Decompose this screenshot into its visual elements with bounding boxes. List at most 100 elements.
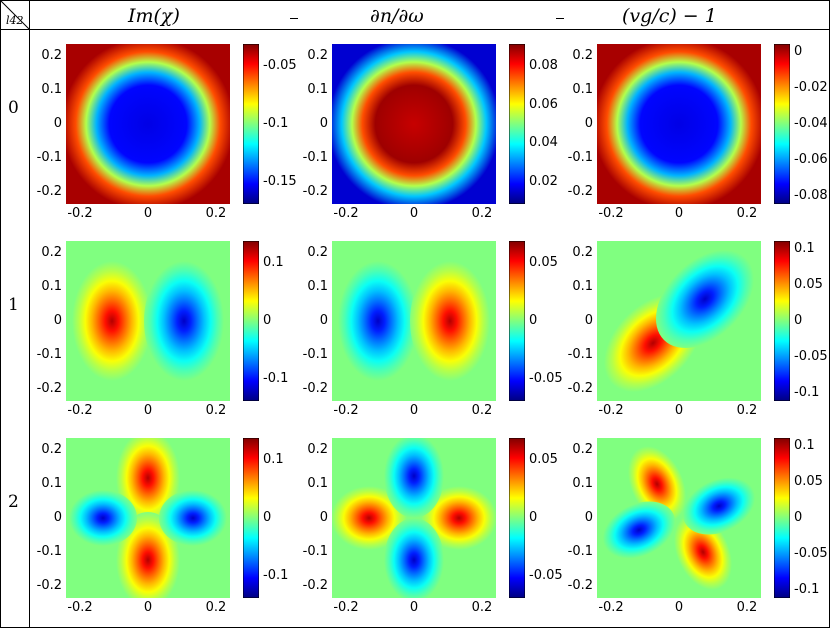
colorbar-tick-label: -0.05 bbox=[263, 58, 297, 73]
row-label-2: 2 bbox=[8, 492, 19, 512]
x-tick-label: -0.2 bbox=[333, 403, 359, 418]
column-title-vg-c: (vg/c) − 1 bbox=[622, 5, 717, 27]
x-tick-label: -0.2 bbox=[67, 600, 93, 615]
y-tick-label: -0.2 bbox=[302, 184, 328, 199]
x-tick-label: 0.2 bbox=[471, 403, 493, 418]
y-tick-label: 0 bbox=[584, 510, 593, 525]
colorbar-tick-label: 0.1 bbox=[794, 438, 815, 453]
colorbar-r0-c0 bbox=[243, 44, 259, 204]
column-dash bbox=[556, 18, 564, 19]
y-tick-label: 0.1 bbox=[572, 82, 593, 97]
y-tick-label: -0.2 bbox=[567, 381, 593, 396]
colorbar-tick-label: 0 bbox=[794, 313, 803, 328]
x-tick-label: 0.2 bbox=[205, 403, 227, 418]
heatmap-r0-c0 bbox=[66, 44, 230, 204]
colorbar-tick-label: -0.04 bbox=[794, 116, 828, 131]
colorbar-tick-label: 0.1 bbox=[263, 452, 284, 467]
heatmap-r1-c1 bbox=[332, 241, 496, 401]
y-tick-label: 0.1 bbox=[307, 82, 328, 97]
colorbar-tick-label: 0 bbox=[794, 510, 803, 525]
colorbar-tick-label: 0.04 bbox=[529, 135, 558, 151]
x-tick-label: 0 bbox=[409, 403, 419, 418]
colorbar-tick-label: -0.05 bbox=[794, 546, 828, 561]
colorbar-tick-label: 0.1 bbox=[263, 255, 284, 270]
corner-label: l42 bbox=[6, 14, 24, 27]
negative-lobe bbox=[384, 438, 444, 518]
y-tick-label: 0 bbox=[53, 116, 62, 131]
x-tick-label: -0.2 bbox=[67, 403, 93, 418]
x-tick-label: 0.2 bbox=[736, 600, 758, 615]
positive-lobe bbox=[72, 261, 152, 381]
colorbar-r0-c2 bbox=[774, 44, 790, 204]
y-tick-label: 0.2 bbox=[41, 48, 62, 63]
colorbar-tick-label: 0.1 bbox=[794, 241, 815, 256]
y-tick-label: -0.1 bbox=[302, 544, 328, 559]
colorbar-gradient bbox=[774, 44, 790, 204]
y-tick-label: -0.1 bbox=[567, 544, 593, 559]
colorbar-tick-label: 0.05 bbox=[794, 277, 823, 292]
heatmap-r1-c0 bbox=[66, 241, 230, 401]
colorbar-tick-label: -0.1 bbox=[263, 116, 289, 131]
colorbar-gradient bbox=[509, 44, 525, 204]
colorbar-gradient bbox=[509, 438, 525, 598]
colorbar-tick-label: -0.05 bbox=[529, 371, 563, 386]
colorbar-tick-label: 0 bbox=[529, 313, 538, 328]
row-label-divider bbox=[29, 0, 30, 628]
column-title-im-chi: Im(χ) bbox=[128, 5, 180, 27]
x-tick-label: -0.2 bbox=[598, 600, 624, 615]
colorbar-tick-label: -0.08 bbox=[794, 188, 828, 203]
y-tick-label: 0.1 bbox=[307, 279, 328, 294]
colorbar-tick-label: 0 bbox=[263, 313, 272, 328]
ring-mark bbox=[332, 44, 496, 204]
colorbar-tick-label: -0.06 bbox=[794, 152, 828, 167]
y-tick-label: 0.2 bbox=[572, 245, 593, 260]
y-tick-label: -0.2 bbox=[567, 578, 593, 593]
x-tick-label: 0 bbox=[674, 600, 684, 615]
x-tick-label: 0.2 bbox=[205, 206, 227, 221]
y-tick-label: 0.1 bbox=[307, 476, 328, 491]
positive-lobe bbox=[421, 486, 496, 550]
x-tick-label: 0 bbox=[409, 600, 419, 615]
row-label-0: 0 bbox=[8, 98, 19, 118]
x-tick-label: 0 bbox=[674, 206, 684, 221]
colorbar-tick-label: -0.1 bbox=[794, 385, 820, 400]
colorbar-tick-label: -0.05 bbox=[794, 349, 828, 364]
heatmap-r2-c0 bbox=[66, 438, 230, 598]
y-tick-label: 0.1 bbox=[41, 279, 62, 294]
y-tick-label: 0.2 bbox=[41, 442, 62, 457]
y-tick-label: 0 bbox=[584, 116, 593, 131]
colorbar-tick-label: 0 bbox=[794, 44, 803, 59]
x-tick-label: 0 bbox=[409, 206, 419, 221]
x-tick-label: 0 bbox=[143, 600, 153, 615]
y-tick-label: -0.1 bbox=[302, 150, 328, 165]
y-tick-label: -0.2 bbox=[302, 381, 328, 396]
colorbar-tick-label: 0.05 bbox=[529, 255, 558, 270]
positive-lobe bbox=[116, 512, 180, 598]
x-tick-label: -0.2 bbox=[333, 600, 359, 615]
y-tick-label: 0 bbox=[319, 510, 328, 525]
colorbar-r1-c0 bbox=[243, 241, 259, 401]
heatmap-r1-c2 bbox=[597, 241, 761, 401]
heatmap-r0-c1 bbox=[332, 44, 496, 204]
heatmap-r0-c2 bbox=[597, 44, 761, 204]
negative-lobe bbox=[159, 490, 227, 546]
y-tick-label: 0.2 bbox=[41, 245, 62, 260]
colorbar-tick-label: -0.05 bbox=[529, 568, 563, 583]
colorbar-r1-c2 bbox=[774, 241, 790, 401]
ring-mark bbox=[597, 44, 761, 204]
colorbar-tick-label: 0.06 bbox=[529, 96, 558, 112]
y-tick-label: 0 bbox=[584, 313, 593, 328]
y-tick-label: 0.1 bbox=[41, 476, 62, 491]
y-tick-label: -0.1 bbox=[36, 544, 62, 559]
colorbar-r0-c1 bbox=[509, 44, 525, 204]
colorbar-gradient bbox=[243, 241, 259, 401]
colorbar-gradient bbox=[774, 438, 790, 598]
corner-diagonal bbox=[0, 0, 30, 30]
colorbar-gradient bbox=[243, 44, 259, 204]
x-tick-label: 0.2 bbox=[205, 600, 227, 615]
colorbar-gradient bbox=[509, 241, 525, 401]
colorbar-tick-label: -0.02 bbox=[794, 80, 828, 95]
x-tick-label: -0.2 bbox=[333, 206, 359, 221]
y-tick-label: 0 bbox=[319, 116, 328, 131]
y-tick-label: -0.1 bbox=[302, 347, 328, 362]
